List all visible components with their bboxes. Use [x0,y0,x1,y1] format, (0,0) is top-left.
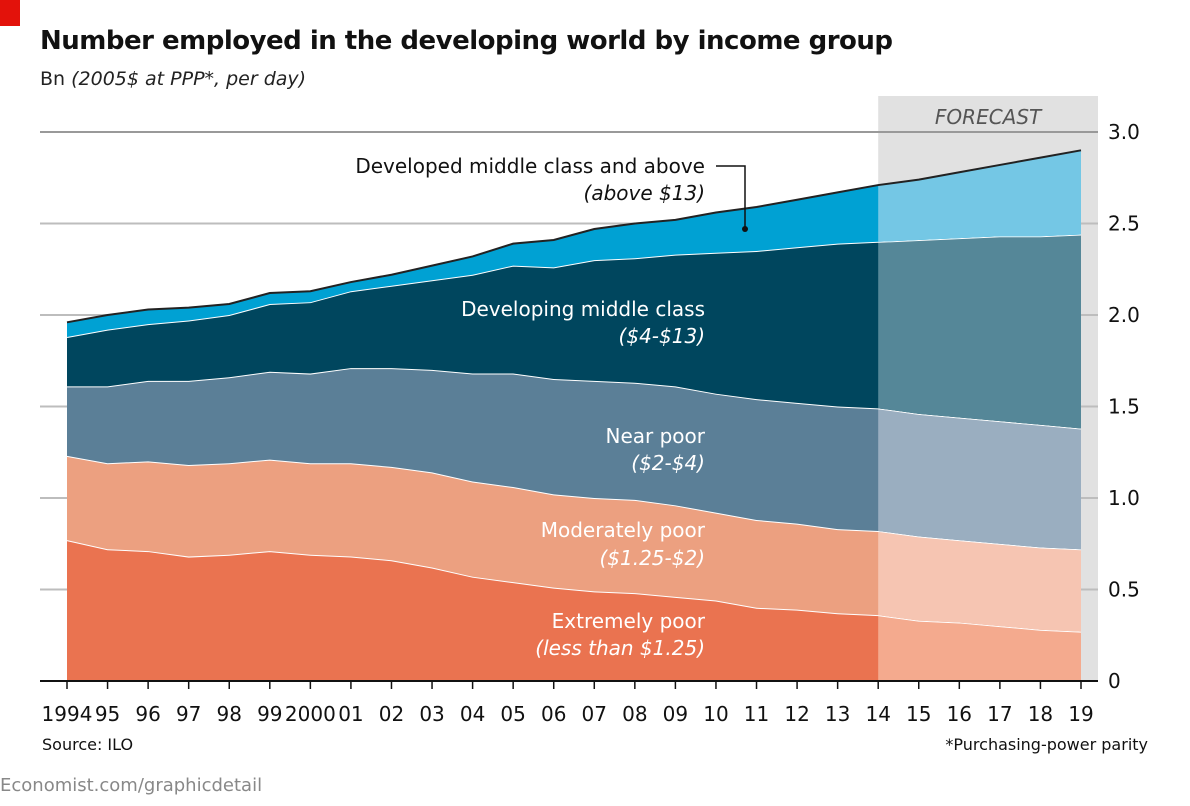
series-label-range: (above $13) [584,181,705,205]
x-tick-label: 18 [1028,702,1053,726]
x-tick-label: 15 [906,702,931,726]
footnote: *Purchasing-power parity [945,735,1148,754]
x-tick-label: 16 [947,702,972,726]
x-tick-label: 07 [582,702,607,726]
area-4 [67,150,1081,337]
series-label-range: (less than $1.25) [535,636,705,660]
y-tick-label: 3.0 [1108,120,1140,144]
x-tick-label: 14 [865,702,890,726]
x-tick-label: 02 [379,702,404,726]
y-tick-label: 0.5 [1108,578,1140,602]
unit-detail: (2005$ at PPP*, per day) [71,68,307,90]
area-top-line-4 [66,149,1082,324]
area-forecast-3 [878,234,1081,429]
x-tick-label: 19 [1068,702,1093,726]
y-tick-label: 1.5 [1108,395,1140,419]
chart-subtitle: Bn (2005$ at PPP*, per day) [40,68,306,90]
x-tick-label: 17 [987,702,1012,726]
x-tick-label: 96 [135,702,160,726]
x-tick-label: 03 [419,702,444,726]
area-1 [67,455,1081,632]
area-forecast-0 [878,615,1081,681]
area-forecast-1 [878,530,1081,632]
x-tick-label: 10 [703,702,728,726]
series-label-name: Moderately poor [541,518,706,542]
series-label-range: ($4-$13) [619,324,705,348]
x-tick-label: 98 [217,702,242,726]
x-tick-label: 99 [257,702,282,726]
series-label-name: Extremely poor [552,609,706,633]
unit-label: Bn [40,68,66,90]
area-0 [67,540,1081,681]
x-tick-label: 09 [663,702,688,726]
y-tick-label: 1.0 [1108,486,1140,510]
site-footer: Economist.com/graphicdetail [0,775,263,796]
y-tick-label: 2.5 [1108,212,1140,236]
x-tick-label: 95 [95,702,120,726]
x-tick-label: 04 [460,702,485,726]
area-forecast-4 [878,150,1081,242]
area-3 [67,234,1081,429]
x-tick-label: 05 [500,702,525,726]
y-tick-label: 0 [1108,669,1121,693]
area-forecast-2 [878,408,1081,550]
chart-title: Number employed in the developing world … [40,26,893,56]
x-tick-label: 06 [541,702,566,726]
series-label-range: ($2-$4) [631,451,705,475]
x-tick-label: 1994 [42,702,93,726]
series-label-name: Near poor [606,424,706,448]
x-tick-label: 2000 [285,702,336,726]
x-tick-label: 11 [744,702,769,726]
series-label-range: ($1.25-$2) [599,546,705,570]
area-2 [67,368,1081,550]
forecast-label: FORECAST [935,105,1043,129]
x-tick-label: 13 [825,702,850,726]
source-note: Source: ILO [42,735,134,754]
brand-red-tag [0,0,20,26]
x-tick-label: 12 [784,702,809,726]
x-tick-label: 01 [338,702,363,726]
x-tick-label: 97 [176,702,201,726]
leader-dot [742,226,748,232]
leader-line [716,165,746,229]
x-tick-label: 08 [622,702,647,726]
series-label-name: Developing middle class [461,297,705,321]
y-tick-label: 2.0 [1108,303,1140,327]
series-label-name: Developed middle class and above [355,154,705,178]
